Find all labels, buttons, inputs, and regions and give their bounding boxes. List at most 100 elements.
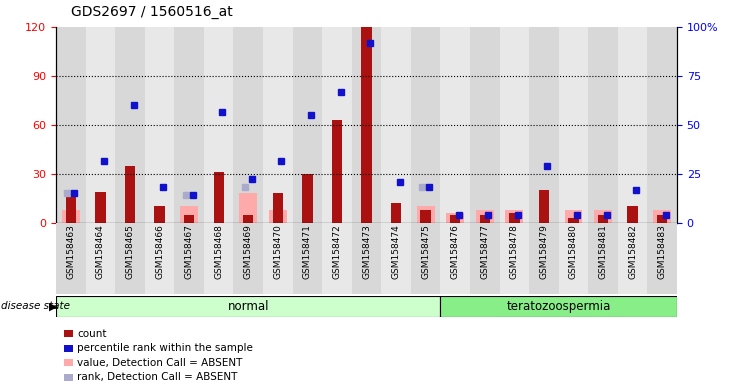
Bar — [381, 223, 411, 294]
Bar — [647, 27, 677, 223]
Bar — [417, 207, 435, 223]
Text: teratozoospermia: teratozoospermia — [506, 300, 611, 313]
Bar — [588, 223, 618, 294]
Bar — [506, 210, 523, 223]
Bar — [174, 223, 204, 294]
Bar — [154, 207, 165, 223]
Bar — [565, 210, 583, 223]
Bar — [125, 166, 135, 223]
Text: GSM158463: GSM158463 — [67, 224, 76, 279]
Text: GSM158475: GSM158475 — [421, 224, 430, 279]
Bar — [56, 223, 86, 294]
Bar — [647, 223, 677, 294]
Text: GDS2697 / 1560516_at: GDS2697 / 1560516_at — [71, 5, 233, 19]
Bar — [292, 27, 322, 223]
Bar — [391, 203, 401, 223]
Bar — [618, 223, 647, 294]
Bar — [269, 210, 286, 223]
Text: GSM158474: GSM158474 — [392, 224, 401, 279]
Bar — [381, 27, 411, 223]
Bar — [618, 27, 647, 223]
Bar — [447, 213, 464, 223]
Bar — [243, 215, 254, 223]
Bar — [204, 27, 233, 223]
Bar — [62, 210, 80, 223]
Bar — [56, 296, 441, 317]
Text: GSM158473: GSM158473 — [362, 224, 371, 279]
Bar — [568, 218, 579, 223]
Text: normal: normal — [227, 300, 269, 313]
Bar — [470, 27, 500, 223]
Bar — [204, 223, 233, 294]
Bar — [450, 215, 460, 223]
Text: GSM158480: GSM158480 — [569, 224, 578, 279]
Bar — [263, 223, 292, 294]
Text: GSM158469: GSM158469 — [244, 224, 253, 279]
Bar — [420, 210, 431, 223]
Text: GSM158472: GSM158472 — [332, 224, 341, 279]
Bar — [441, 223, 470, 294]
Bar — [263, 27, 292, 223]
Bar — [500, 27, 529, 223]
Bar — [184, 215, 194, 223]
Bar — [180, 207, 198, 223]
Text: count: count — [77, 329, 106, 339]
Bar — [411, 27, 441, 223]
Bar — [479, 215, 490, 223]
Bar — [588, 27, 618, 223]
Text: GSM158482: GSM158482 — [628, 224, 637, 279]
Text: GSM158470: GSM158470 — [273, 224, 282, 279]
Text: percentile rank within the sample: percentile rank within the sample — [77, 343, 253, 353]
Text: GSM158478: GSM158478 — [510, 224, 519, 279]
Bar — [529, 27, 559, 223]
Bar — [539, 190, 549, 223]
Bar — [598, 215, 608, 223]
Text: GSM158483: GSM158483 — [657, 224, 666, 279]
Bar — [115, 223, 145, 294]
Text: rank, Detection Call = ABSENT: rank, Detection Call = ABSENT — [77, 372, 237, 382]
Bar — [411, 223, 441, 294]
Text: GSM158479: GSM158479 — [539, 224, 548, 279]
Bar — [145, 223, 174, 294]
Bar — [66, 190, 76, 223]
Bar — [509, 213, 520, 223]
Bar — [86, 27, 115, 223]
Bar — [628, 207, 638, 223]
Bar — [441, 27, 470, 223]
Text: GSM158477: GSM158477 — [480, 224, 489, 279]
Bar — [559, 223, 588, 294]
Text: GSM158465: GSM158465 — [126, 224, 135, 279]
Bar — [441, 296, 677, 317]
Text: GSM158471: GSM158471 — [303, 224, 312, 279]
Text: ▶: ▶ — [49, 301, 57, 311]
Bar — [529, 223, 559, 294]
Bar — [361, 27, 372, 223]
Bar — [559, 27, 588, 223]
Bar — [115, 27, 145, 223]
Bar — [352, 27, 381, 223]
Bar — [95, 192, 105, 223]
Bar — [352, 223, 381, 294]
Text: GSM158467: GSM158467 — [185, 224, 194, 279]
Bar — [174, 27, 204, 223]
Bar — [470, 223, 500, 294]
Bar — [476, 210, 494, 223]
Bar — [56, 27, 86, 223]
Bar — [653, 210, 671, 223]
Bar — [500, 223, 529, 294]
Text: GSM158466: GSM158466 — [155, 224, 164, 279]
Text: GSM158476: GSM158476 — [451, 224, 460, 279]
Bar — [273, 194, 283, 223]
Bar — [322, 27, 352, 223]
Bar — [322, 223, 352, 294]
Bar — [233, 223, 263, 294]
Bar — [594, 210, 612, 223]
Bar — [233, 27, 263, 223]
Text: GSM158464: GSM158464 — [96, 224, 105, 279]
Bar — [292, 223, 322, 294]
Bar — [302, 174, 313, 223]
Bar — [332, 120, 342, 223]
Bar — [657, 215, 667, 223]
Bar — [86, 223, 115, 294]
Bar — [145, 27, 174, 223]
